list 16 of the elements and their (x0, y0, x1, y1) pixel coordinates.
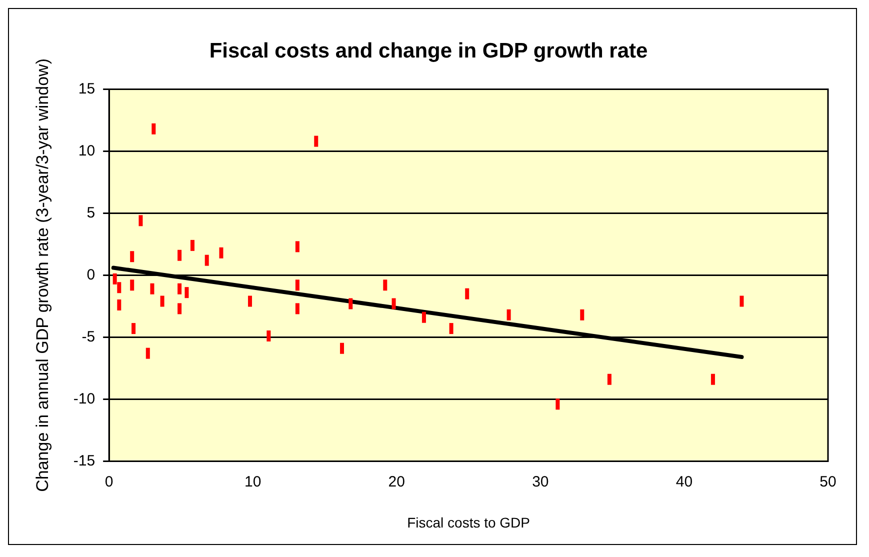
y-tick-label: 10 (78, 142, 96, 160)
y-tick-label: 15 (78, 80, 96, 98)
x-tick-label: 10 (244, 473, 262, 490)
y-tick-label: -10 (73, 390, 96, 408)
x-tick-label: 50 (820, 473, 836, 490)
y-tick-label: 0 (86, 266, 96, 284)
y-tick-label: 5 (86, 204, 96, 222)
x-tick-label: 0 (104, 473, 114, 490)
x-axis-title: Fiscal costs to GDP (407, 514, 530, 530)
chart-title: Fiscal costs and change in GDP growth rate (209, 39, 648, 62)
y-tick-label: -5 (82, 328, 96, 346)
x-tick-label: 30 (532, 473, 549, 490)
x-tick-label: 40 (676, 473, 693, 490)
y-axis-title: Change in annual GDP growth rate (3-year/3-yar window) (32, 58, 52, 492)
x-tick-label: 20 (388, 473, 405, 490)
y-tick-label: -15 (73, 452, 96, 470)
